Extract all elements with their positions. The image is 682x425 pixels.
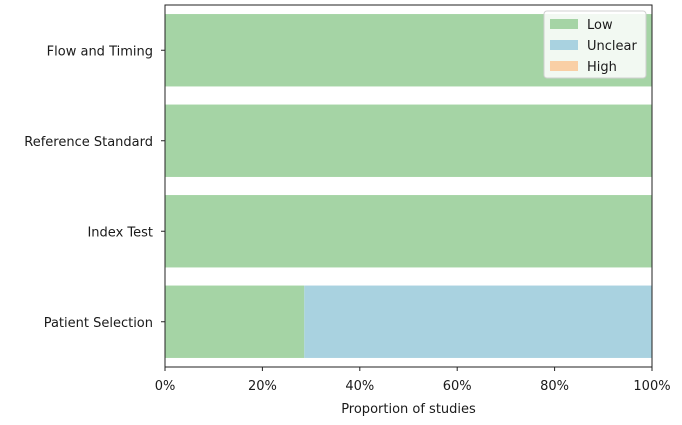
x-tick-label: 80% (540, 379, 569, 394)
x-axis-label: Proportion of studies (341, 402, 476, 417)
x-tick-label: 60% (443, 379, 472, 394)
bar-patient-selection-unclear (304, 285, 652, 358)
bar-index-test-low (165, 195, 652, 268)
x-tick-label: 40% (345, 379, 374, 394)
x-tick-label: 20% (248, 379, 277, 394)
legend-swatch-low (550, 19, 578, 29)
x-tick-label: 100% (633, 379, 670, 394)
bar-reference-standard-low (165, 104, 652, 177)
y-axis: Flow and Timing Reference Standard Index T… (24, 44, 165, 331)
y-tick-label: Flow and Timing (47, 44, 153, 59)
plot-frame (164, 4, 653, 368)
x-axis: 0% 20% 40% 60% 80% 100% (155, 367, 671, 394)
y-tick-label: Index Test (87, 225, 153, 240)
bars-group (165, 14, 652, 358)
x-tick-label: 0% (155, 379, 176, 394)
legend-swatch-high (550, 61, 578, 71)
y-tick-label: Reference Standard (24, 135, 153, 150)
legend-swatch-unclear (550, 40, 578, 50)
legend-label-low: Low (587, 18, 613, 33)
legend-label-unclear: Unclear (587, 39, 637, 54)
legend-label-high: High (587, 60, 617, 75)
bar-patient-selection-low (165, 285, 305, 358)
legend: Low Unclear High (543, 10, 647, 79)
y-tick-label: Patient Selection (44, 316, 153, 331)
